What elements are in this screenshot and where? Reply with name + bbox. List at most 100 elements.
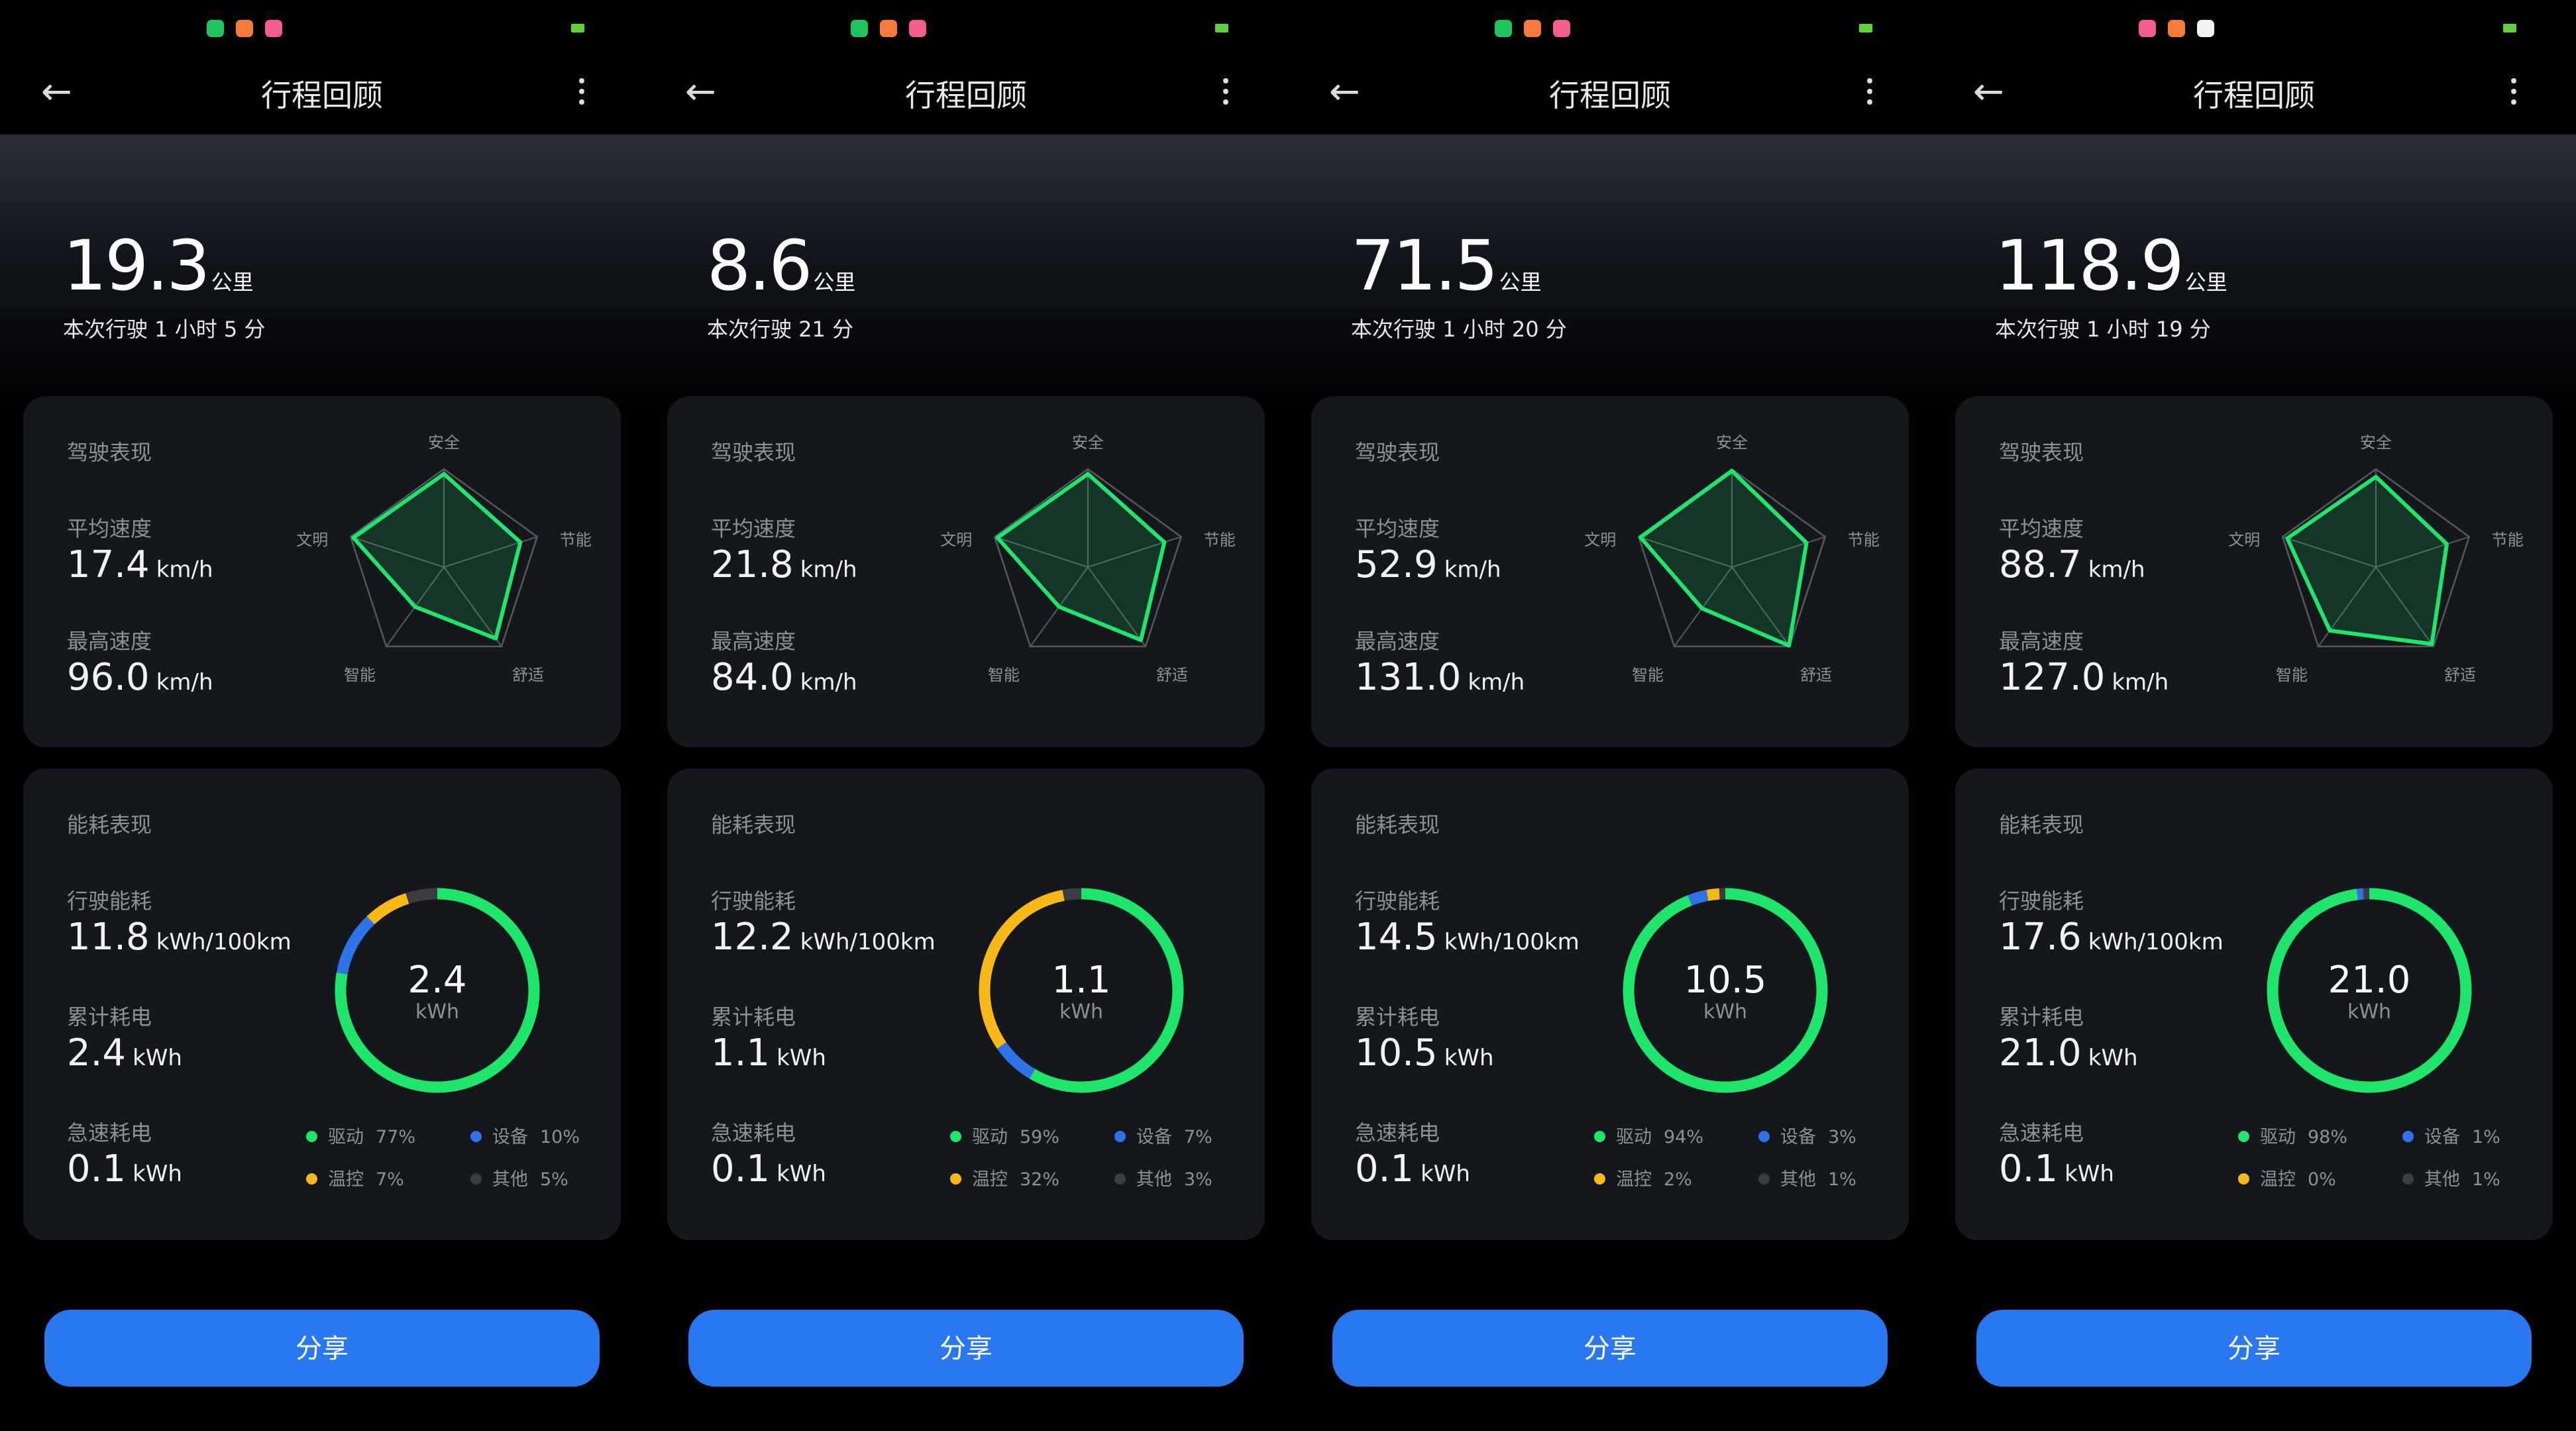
bilibili-icon xyxy=(2139,20,2156,37)
max-speed-value: 96.0 xyxy=(67,656,150,699)
legend-label: 温控 xyxy=(972,1169,1008,1190)
card-title: 驾驶表现 xyxy=(1355,440,1440,465)
donut-segment-climate xyxy=(979,888,1184,1093)
avg-speed-value: 52.9 xyxy=(1355,543,1438,586)
kwh-unit: kWh xyxy=(2088,1045,2138,1071)
legend-percent: 2% xyxy=(1664,1169,1692,1190)
legend-label: 其他 xyxy=(1136,1169,1172,1190)
legend-label: 驱动 xyxy=(1616,1127,1652,1147)
max-speed: 127.0 km/h xyxy=(1999,656,2169,699)
donut-svg xyxy=(2267,888,2472,1093)
radar-axis-label: 文明 xyxy=(2228,531,2261,550)
legend-item-other: 其他 3% xyxy=(1114,1165,1212,1191)
max-speed-label: 最高速度 xyxy=(1999,629,2084,654)
card-title: 驾驶表现 xyxy=(67,440,152,465)
energy-rate: 14.5 kWh/100km xyxy=(1355,916,1580,959)
avg-speed-label: 平均速度 xyxy=(1999,516,2084,541)
radar-spoke xyxy=(2375,566,2434,647)
radar-spoke xyxy=(2318,566,2377,647)
rapid-energy-value: 0.1 xyxy=(67,1147,127,1191)
radar-axis-label: 文明 xyxy=(1584,531,1617,550)
avg-speed: 88.7 km/h xyxy=(1999,543,2145,586)
distance-unit: 公里 xyxy=(2184,270,2227,295)
legend-dot-icon xyxy=(2238,1131,2249,1142)
energy-performance-card: 能耗表现 行驶能耗 12.2 kWh/100km 累计耗电 1.1 kWh 急速耗电… xyxy=(667,768,1265,1240)
energy-rate-label: 行驶能耗 xyxy=(711,888,796,914)
rapid-energy-label: 急速耗电 xyxy=(711,1120,796,1145)
legend-item-climate: 温控 32% xyxy=(950,1165,1059,1191)
share-button[interactable]: 分享 xyxy=(1332,1310,1888,1387)
radar-axis-label: 安全 xyxy=(428,433,460,452)
more-options-icon[interactable] xyxy=(568,74,595,114)
radar-spoke xyxy=(994,536,1089,568)
page-title: 行程回顾 xyxy=(905,78,1027,113)
trip-duration: 本次行驶 1 小时 19 分 xyxy=(1995,317,2211,342)
legend-percent: 7% xyxy=(376,1169,404,1190)
legend-percent: 5% xyxy=(540,1169,568,1190)
legend-label: 驱动 xyxy=(972,1127,1008,1147)
status-bar xyxy=(1288,20,1932,40)
radar-axis-label: 文明 xyxy=(940,531,973,550)
distance-value: 8.6 xyxy=(707,225,812,306)
energy-rate-label: 行驶能耗 xyxy=(1999,888,2084,914)
max-speed-value: 84.0 xyxy=(711,656,794,699)
legend-dot-icon xyxy=(950,1173,961,1185)
donut-segment-other xyxy=(335,888,540,1093)
total-energy-value: 10.5 xyxy=(1355,1032,1438,1075)
legend-percent: 7% xyxy=(1184,1127,1212,1147)
speed-unit: km/h xyxy=(2088,556,2145,583)
radar-score-area xyxy=(351,472,523,641)
legend-item-other: 其他 5% xyxy=(470,1165,568,1191)
donut-center-unit: kWh xyxy=(1059,1000,1104,1024)
page-title: 行程回顾 xyxy=(1549,78,1671,113)
donut-center-unit: kWh xyxy=(1703,1000,1748,1024)
distance-unit: 公里 xyxy=(813,270,856,295)
speed-unit: km/h xyxy=(1468,669,1525,696)
legend-label: 其他 xyxy=(492,1169,528,1190)
more-options-icon[interactable] xyxy=(1856,74,1883,114)
donut-center-value: 2.4 xyxy=(407,959,467,1002)
radar-axis-label: 节能 xyxy=(1203,531,1236,550)
back-arrow-icon[interactable]: ← xyxy=(1973,70,2004,113)
radar-grid xyxy=(2281,468,2471,647)
hero-background xyxy=(1932,134,2576,413)
back-arrow-icon[interactable]: ← xyxy=(41,70,72,113)
legend-dot-icon xyxy=(2402,1173,2414,1185)
max-speed: 96.0 km/h xyxy=(67,656,213,699)
trip-review-screen: ← 行程回顾 8.6 公里 本次行驶 21 分 驾驶表现 平均速度 21.8 km/… xyxy=(644,0,1288,1431)
back-arrow-icon[interactable]: ← xyxy=(1329,70,1360,113)
bilibili-icon xyxy=(265,20,282,37)
max-speed: 84.0 km/h xyxy=(711,656,857,699)
trip-duration: 本次行驶 21 分 xyxy=(707,317,854,342)
legend-percent: 3% xyxy=(1828,1127,1856,1147)
bilibili-icon xyxy=(909,20,926,37)
radar-svg xyxy=(349,468,539,647)
max-speed-label: 最高速度 xyxy=(711,629,796,654)
distance-value: 19.3 xyxy=(63,225,211,306)
radar-svg xyxy=(1637,468,1827,648)
radar-axis-label: 智能 xyxy=(2276,665,2308,684)
trip-distance: 8.6 公里 xyxy=(707,225,855,306)
energy-rate: 12.2 kWh/100km xyxy=(711,916,936,959)
share-button[interactable]: 分享 xyxy=(1976,1310,2532,1387)
total-energy-label: 累计耗电 xyxy=(67,1004,152,1030)
more-options-icon[interactable] xyxy=(2500,74,2527,114)
donut-segment-other xyxy=(979,888,1184,1093)
legend-item-device: 设备 3% xyxy=(1758,1122,1856,1148)
kwh-unit: kWh xyxy=(1444,1045,1494,1071)
legend-dot-icon xyxy=(306,1131,317,1142)
energy-rate-unit: kWh/100km xyxy=(156,929,292,955)
trip-distance: 19.3 公里 xyxy=(63,225,254,306)
legend-label: 温控 xyxy=(2260,1169,2296,1190)
donut-center-value: 10.5 xyxy=(1684,959,1767,1002)
more-options-icon[interactable] xyxy=(1212,74,1239,114)
legend-item-climate: 温控 7% xyxy=(306,1165,404,1191)
radar-axis-label: 舒适 xyxy=(1155,665,1188,684)
distance-value: 118.9 xyxy=(1995,225,2184,306)
trip-review-screen: ← 行程回顾 71.5 公里 本次行驶 1 小时 20 分 驾驶表现 平均速度 5… xyxy=(1288,0,1932,1431)
share-button[interactable]: 分享 xyxy=(44,1310,600,1387)
rapid-energy-label: 急速耗电 xyxy=(67,1120,152,1145)
share-button[interactable]: 分享 xyxy=(688,1310,1244,1387)
status-bar xyxy=(644,20,1288,40)
back-arrow-icon[interactable]: ← xyxy=(685,70,716,113)
